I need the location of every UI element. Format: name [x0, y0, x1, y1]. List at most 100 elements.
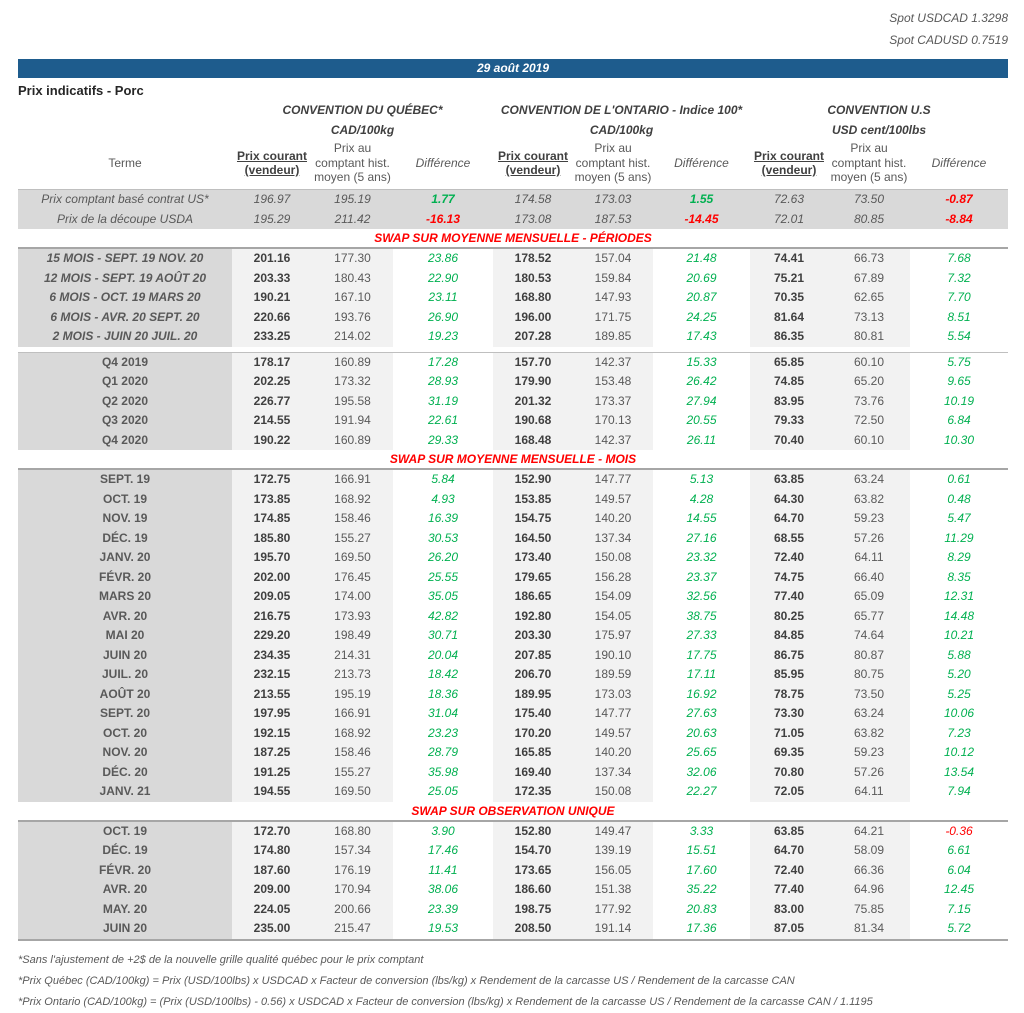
- spot-cadusd: Spot CADUSD 0.7519: [889, 33, 1008, 47]
- difference-cell: 35.98: [393, 762, 493, 782]
- current-price-cell: 197.95: [232, 704, 312, 724]
- difference-cell: 7.15: [910, 899, 1008, 919]
- table-row: NOV. 19 174.85 158.46 16.39 154.75 140.20 14.5…: [18, 509, 1008, 529]
- difference-column-header: Différence: [931, 155, 987, 170]
- hist-price-cell: 173.32: [312, 372, 393, 392]
- difference-cell: 22.61: [393, 411, 493, 431]
- group-title: CONVENTION U.S: [827, 103, 931, 117]
- difference-cell: 25.65: [653, 743, 750, 763]
- current-price-cell: 172.70: [232, 821, 312, 841]
- difference-cell: 23.86: [393, 249, 493, 269]
- current-price-cell: 207.85: [493, 645, 573, 665]
- hist-price-cell: 81.34: [828, 919, 910, 939]
- table-row: SEPT. 19 172.75 166.91 5.84 152.90 147.77 5.13…: [18, 470, 1008, 490]
- difference-cell: 8.35: [910, 567, 1008, 587]
- hist-price-cell: 147.93: [573, 288, 653, 308]
- hist-price-cell: 142.37: [573, 352, 653, 372]
- terme-cell: DÉC. 19: [18, 528, 232, 548]
- difference-cell: 1.77: [393, 190, 493, 210]
- table-row: JUIN 20 234.35 214.31 20.04 207.85 190.10 17.7…: [18, 645, 1008, 665]
- current-price-cell: 196.00: [493, 307, 573, 327]
- hist-price-cell: 177.92: [573, 899, 653, 919]
- hist-price-cell: 72.50: [828, 411, 910, 431]
- price-table-body: Prix comptant basé contrat US* 196.97 195.…: [18, 190, 1008, 941]
- difference-cell: 28.93: [393, 372, 493, 392]
- difference-cell: 10.12: [910, 743, 1008, 763]
- hist-price-cell: 195.19: [312, 190, 393, 210]
- hist-price-cell: 151.38: [573, 880, 653, 900]
- difference-column-header: Différence: [415, 155, 471, 170]
- difference-cell: 23.23: [393, 723, 493, 743]
- hist-price-cell: 58.09: [828, 841, 910, 861]
- current-price-cell: 178.17: [232, 352, 312, 372]
- current-price-cell: 72.05: [750, 782, 828, 802]
- terme-cell: NOV. 19: [18, 509, 232, 529]
- current-price-cell: 202.00: [232, 567, 312, 587]
- difference-cell: 12.45: [910, 880, 1008, 900]
- difference-cell: 32.56: [653, 587, 750, 607]
- hist-price-cell: 195.19: [312, 684, 393, 704]
- table-row: DÉC. 19 185.80 155.27 30.53 164.50 137.34 27.1…: [18, 528, 1008, 548]
- footnote: *Sans l'ajustement de +2$ de la nouvelle…: [18, 953, 424, 966]
- current-price-cell: 229.20: [232, 626, 312, 646]
- table-row: 15 MOIS - SEPT. 19 NOV. 20 201.16 177.30 23…: [18, 249, 1008, 269]
- difference-cell: 3.33: [653, 821, 750, 841]
- current-price-cell: 165.85: [493, 743, 573, 763]
- current-price-cell: 194.55: [232, 782, 312, 802]
- hist-price-cell: 65.77: [828, 606, 910, 626]
- difference-cell: 30.71: [393, 626, 493, 646]
- terme-cell: FÉVR. 20: [18, 567, 232, 587]
- difference-cell: 7.68: [910, 249, 1008, 269]
- current-price-cell: 152.80: [493, 821, 573, 841]
- current-price-cell: 87.05: [750, 919, 828, 939]
- current-price-cell: 172.75: [232, 470, 312, 490]
- current-price-cell: 232.15: [232, 665, 312, 685]
- current-price-cell: 226.77: [232, 391, 312, 411]
- current-price-cell: 202.25: [232, 372, 312, 392]
- hist-price-cell: 57.26: [828, 528, 910, 548]
- difference-cell: 19.53: [393, 919, 493, 939]
- difference-column-header: Différence: [674, 155, 729, 170]
- hist-price-cell: 57.26: [828, 762, 910, 782]
- terme-cell: AVR. 20: [18, 606, 232, 626]
- table-row: Q2 2020 226.77 195.58 31.19 201.32 173.37 27.9…: [18, 391, 1008, 411]
- terme-cell: DÉC. 19: [18, 841, 232, 861]
- current-price-cell: 190.68: [493, 411, 573, 431]
- group-unit: USD cent/100lbs: [831, 123, 927, 137]
- difference-cell: 17.28: [393, 352, 493, 372]
- hist-price-cell: 147.77: [573, 470, 653, 490]
- hist-price-cell: 157.04: [573, 249, 653, 269]
- current-price-cell: 178.52: [493, 249, 573, 269]
- terme-cell: JUIN 20: [18, 645, 232, 665]
- table-row: DÉC. 20 191.25 155.27 35.98 169.40 137.34 32.0…: [18, 762, 1008, 782]
- group-header-ontario: CONVENTION DE L'ONTARIO - Indice 100* CA…: [493, 100, 750, 140]
- table-row: OCT. 20 192.15 168.92 23.23 170.20 149.57 20.6…: [18, 723, 1008, 743]
- difference-cell: 14.55: [653, 509, 750, 529]
- terme-cell: JANV. 20: [18, 548, 232, 568]
- hist-price-column-header: Prix au comptant hist. moyen (5 ans): [830, 141, 908, 185]
- difference-cell: 21.48: [653, 249, 750, 269]
- current-price-cell: 185.80: [232, 528, 312, 548]
- hist-price-cell: 214.31: [312, 645, 393, 665]
- hist-price-cell: 66.40: [828, 567, 910, 587]
- hist-price-cell: 65.09: [828, 587, 910, 607]
- hist-price-cell: 74.64: [828, 626, 910, 646]
- table-row: MARS 20 209.05 174.00 35.05 186.65 154.09 32.5…: [18, 587, 1008, 607]
- hist-price-cell: 195.58: [312, 391, 393, 411]
- hist-price-cell: 142.37: [573, 430, 653, 450]
- difference-cell: 32.06: [653, 762, 750, 782]
- difference-cell: 24.25: [653, 307, 750, 327]
- current-price-cell: 191.25: [232, 762, 312, 782]
- hist-price-column-header: Prix au comptant hist. moyen (5 ans): [314, 141, 391, 185]
- current-price-cell: 80.25: [750, 606, 828, 626]
- difference-cell: 8.29: [910, 548, 1008, 568]
- hist-price-cell: 155.27: [312, 762, 393, 782]
- hist-price-cell: 60.10: [828, 430, 910, 450]
- difference-cell: 26.90: [393, 307, 493, 327]
- current-price-cell: 168.48: [493, 430, 573, 450]
- terme-cell: Q4 2020: [18, 430, 232, 450]
- hist-price-cell: 63.24: [828, 704, 910, 724]
- current-price-cell: 216.75: [232, 606, 312, 626]
- table-row: 6 MOIS - AVR. 20 SEPT. 20 220.66 193.76 26.…: [18, 307, 1008, 327]
- current-price-cell: 195.70: [232, 548, 312, 568]
